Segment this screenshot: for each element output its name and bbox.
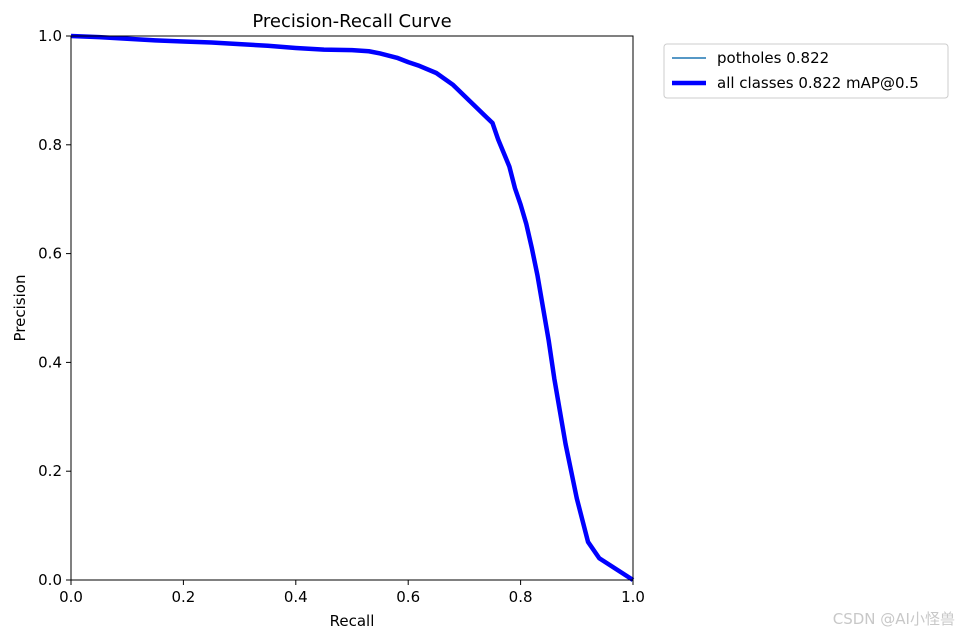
y-tick-label: 0.2 bbox=[38, 462, 62, 480]
series-layer bbox=[70, 33, 635, 582]
legend-label-all-classes: all classes 0.822 mAP@0.5 bbox=[717, 74, 919, 92]
x-axis-label: Recall bbox=[330, 612, 375, 630]
legend-label-potholes: potholes 0.822 bbox=[717, 49, 829, 67]
x-tick-label: 0.6 bbox=[396, 588, 420, 606]
x-tick-label: 1.0 bbox=[621, 588, 645, 606]
y-tick-label: 0.0 bbox=[38, 571, 62, 589]
tick-layer: 0.0 0.2 0.4 0.6 0.8 1.0 0.0 0.2 0.4 0.6 0.8 1.0 bbox=[38, 27, 645, 606]
y-axis-label: Precision bbox=[11, 275, 29, 342]
legend: potholes 0.822 all classes 0.822 mAP@0.5 bbox=[663, 43, 949, 99]
y-tick-label: 0.8 bbox=[38, 136, 62, 154]
plot-frame bbox=[70, 35, 634, 581]
y-tick-label: 1.0 bbox=[38, 27, 62, 45]
y-tick-label: 0.4 bbox=[38, 353, 62, 371]
legend-box bbox=[663, 43, 949, 99]
y-tick-label: 0.6 bbox=[38, 245, 62, 263]
chart-title: Precision-Recall Curve bbox=[252, 11, 451, 32]
x-tick-label: 0.2 bbox=[171, 588, 195, 606]
x-tick-label: 0.8 bbox=[509, 588, 533, 606]
x-tick-label: 0.4 bbox=[284, 588, 308, 606]
x-tick-label: 0.0 bbox=[59, 588, 83, 606]
series-line-all-classes bbox=[70, 33, 635, 582]
watermark-text: CSDN @AI小怪兽 bbox=[832, 610, 955, 628]
